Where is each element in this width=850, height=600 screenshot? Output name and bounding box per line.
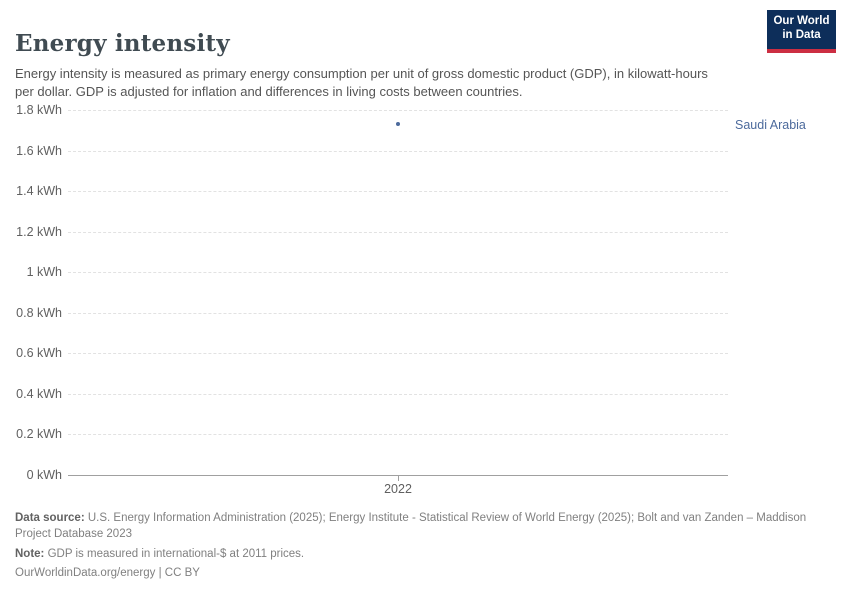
gridline — [68, 191, 728, 192]
attribution-link[interactable]: OurWorldinData.org/energy | CC BY — [15, 566, 200, 579]
y-axis-tick-label: 0.2 kWh — [16, 427, 62, 441]
gridline — [68, 110, 728, 111]
gridline — [68, 150, 728, 152]
gridline — [68, 272, 728, 273]
note-line: Note: GDP is measured in international-$… — [15, 547, 817, 563]
gridline — [68, 312, 728, 314]
y-axis-tick-label: 1.4 kWh — [16, 184, 62, 198]
chart-subtitle: Energy intensity is measured as primary … — [15, 66, 708, 99]
x-axis-tick-mark — [398, 474, 399, 481]
y-axis-tick-label: 1.2 kWh — [16, 224, 62, 239]
y-axis-tick-label: 0 kWh — [26, 467, 62, 482]
owid-logo-line2: in Data — [782, 29, 821, 41]
y-axis-tick-label: 1 kWh — [26, 265, 62, 279]
y-axis-tick-label: 0.8 kWh — [16, 305, 62, 320]
chart-footer: Data source: U.S. Energy Information Adm… — [15, 511, 817, 581]
entity-label[interactable]: Saudi Arabia — [735, 118, 806, 133]
page-title: Energy intensity — [15, 30, 230, 58]
gridline — [68, 393, 728, 395]
note-label: Note: — [15, 548, 45, 560]
gridline — [68, 353, 728, 354]
owid-logo[interactable]: Our World in Data — [767, 10, 836, 53]
y-axis-tick-label: 0.6 kWh — [16, 346, 62, 360]
x-axis-tick-label: 2022 — [384, 482, 412, 496]
gridline — [68, 434, 728, 435]
y-axis-tick-label: 0.4 kWh — [16, 386, 62, 401]
y-axis-tick-label: 1.6 kWh — [16, 143, 62, 158]
y-axis-tick-label: 1.8 kWh — [16, 103, 62, 117]
data-point[interactable] — [396, 122, 400, 127]
data-source-text: U.S. Energy Information Administration (… — [15, 512, 807, 540]
data-source-label: Data source: — [15, 512, 85, 524]
data-source-line: Data source: U.S. Energy Information Adm… — [15, 511, 817, 542]
gridline — [68, 231, 728, 233]
owid-logo-line1: Our World — [773, 15, 830, 27]
note-text: GDP is measured in international-$ at 20… — [44, 548, 305, 560]
